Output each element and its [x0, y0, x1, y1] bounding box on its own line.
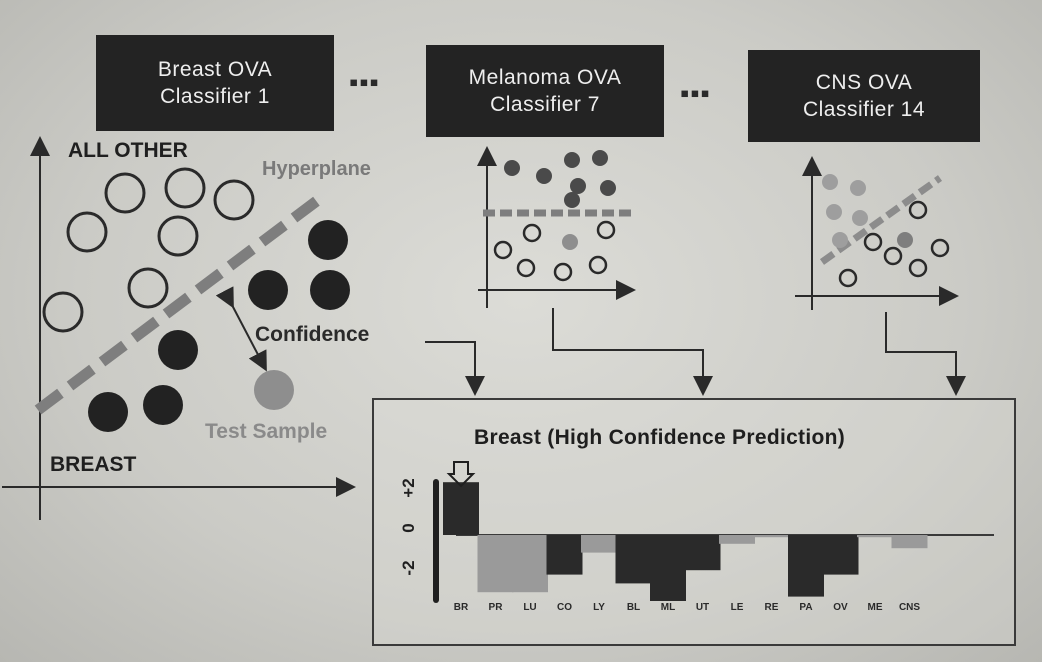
- bar-bl: [615, 535, 652, 584]
- hyperplane-line: [34, 195, 322, 415]
- chart-title: Breast (High Confidence Prediction): [474, 426, 846, 449]
- category-label: PR: [489, 602, 504, 613]
- ellipsis-2: ▪▪▪: [680, 78, 711, 108]
- y-tick-label: -2: [399, 560, 418, 575]
- open-circle: [157, 215, 199, 257]
- open-circle: [104, 172, 146, 214]
- open-circle: [213, 179, 255, 221]
- bar-le: [719, 535, 755, 544]
- connector-cns: [885, 312, 966, 396]
- breast-samples: [88, 220, 350, 432]
- category-label: LU: [523, 602, 536, 613]
- category-label: BR: [454, 602, 469, 613]
- filled-circle: [143, 385, 183, 425]
- filled-circle: [248, 270, 288, 310]
- bar-br: [443, 482, 479, 535]
- classifier-subtitle: Classifier 7: [490, 93, 600, 116]
- all-other-label: ALL OTHER: [68, 139, 188, 162]
- prediction-arrow-icon: [446, 461, 476, 488]
- category-label: UT: [696, 602, 709, 613]
- classifier-subtitle: Classifier 14: [802, 98, 926, 121]
- bar-ov: [822, 535, 859, 575]
- classifier-title: Melanoma OVA: [468, 66, 622, 89]
- bar-co: [546, 535, 583, 575]
- category-label: OV: [833, 602, 848, 613]
- category-label: CNS: [899, 602, 920, 613]
- bar-ut: [684, 535, 721, 571]
- category-label: ML: [661, 602, 675, 613]
- open-circle: [66, 211, 108, 253]
- connector-lines: [425, 308, 966, 396]
- category-label: CO: [557, 602, 572, 613]
- classifier-title: CNS OVA: [815, 71, 913, 94]
- open-circle: [164, 167, 206, 209]
- filled-circle: [308, 220, 348, 260]
- bar-chart: +2 0 -2 BR PR LU CO LY BL ML UT LE RE PA OV ME CNS: [399, 461, 994, 613]
- test-sample-dot: [254, 370, 294, 410]
- category-label: LY: [593, 602, 605, 613]
- breast-label: BREAST: [50, 453, 137, 476]
- bar-pa: [788, 535, 824, 597]
- classifier-title: Breast OVA: [157, 58, 273, 81]
- all-other-samples: [42, 167, 255, 333]
- cns-mini-plot: [795, 156, 959, 310]
- open-circle: [42, 291, 84, 333]
- bar-cns: [891, 535, 928, 549]
- y-tick-label: 0: [399, 523, 418, 532]
- classifier-subtitle: Classifier 1: [160, 85, 270, 108]
- category-label: RE: [765, 602, 779, 613]
- result-panel: Breast (High Confidence Prediction) +2 0 -…: [372, 398, 1016, 646]
- category-label: PA: [799, 602, 812, 613]
- category-label: BL: [627, 602, 640, 613]
- category-label: LE: [731, 602, 744, 613]
- y-tick-label: +2: [399, 478, 418, 497]
- main-plot-axes: [2, 136, 356, 520]
- filled-circle: [310, 270, 350, 310]
- ellipsis-1: ▪▪▪: [349, 67, 380, 97]
- connector-melanoma: [552, 308, 713, 396]
- bar-lu: [512, 535, 548, 593]
- classifier-box-breast: Breast OVA Classifier 1: [96, 35, 334, 131]
- category-label: ME: [868, 602, 883, 613]
- hyperplane-label: Hyperplane: [262, 158, 371, 180]
- classifier-box-cns: CNS OVA Classifier 14: [748, 50, 980, 142]
- filled-circle: [88, 392, 128, 432]
- test-sample-label: Test Sample: [205, 420, 328, 443]
- bar-ly: [581, 535, 617, 553]
- connector-breast: [425, 341, 485, 396]
- bar-ml: [650, 535, 686, 601]
- confidence-label: Confidence: [255, 323, 370, 346]
- open-circle: [127, 267, 169, 309]
- classifier-box-melanoma: Melanoma OVA Classifier 7: [426, 45, 664, 137]
- melanoma-mini-plot: [477, 146, 636, 308]
- confidence-arrow: [215, 286, 267, 372]
- bar-me: [857, 535, 893, 538]
- bar-pr: [477, 535, 514, 593]
- filled-circle: [158, 330, 198, 370]
- bar-re: [753, 535, 790, 538]
